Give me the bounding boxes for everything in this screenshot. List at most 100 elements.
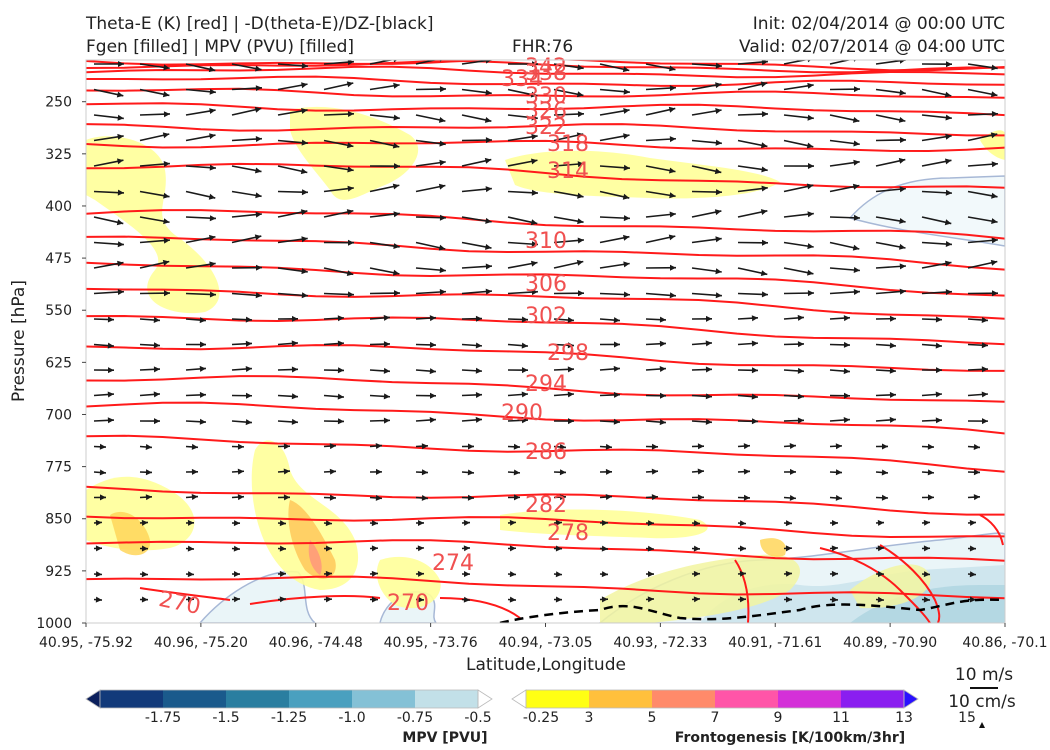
gradient-arrow-head — [697, 494, 704, 501]
gradient-arrow-head — [509, 571, 516, 578]
gradient-arrow-head — [623, 215, 630, 222]
colorbar-tick-label: -1.5 — [212, 710, 239, 726]
gradient-arrow-head — [785, 545, 792, 552]
gradient-arrow-head — [946, 61, 952, 68]
theta-e-line — [86, 209, 1005, 240]
theta-e-contours — [86, 60, 1005, 623]
gradient-arrow-head — [209, 164, 216, 171]
gradient-arrow-head — [200, 341, 206, 348]
gradient-arrow-shaft — [829, 60, 853, 65]
gradient-arrow-head — [301, 108, 308, 114]
gradient-arrow-head — [418, 520, 424, 526]
x-tick-label: 40.91, -71.61 — [728, 635, 822, 651]
gradient-arrow-head — [514, 494, 520, 501]
gradient-arrow-head — [393, 114, 400, 121]
gradient-arrow-head — [301, 82, 308, 89]
gradient-arrow-head — [485, 263, 492, 270]
gradient-arrow-head — [347, 291, 354, 298]
colorbar-tick-label: 9 — [774, 710, 783, 726]
gradient-arrow-head — [117, 158, 124, 165]
theta-e-line — [734, 559, 750, 623]
gradient-arrow-head — [647, 545, 654, 552]
gradient-arrow-head — [376, 468, 382, 475]
theta-e-line — [86, 375, 1005, 403]
gradient-arrow-head — [807, 114, 814, 121]
gradient-arrow-head — [325, 570, 332, 577]
gradient-arrow-head — [209, 291, 216, 298]
gradient-arrow-head — [831, 596, 838, 603]
gradient-arrow-head — [245, 419, 252, 426]
theta-e-label: 322 — [525, 115, 567, 140]
gradient-arrow-head — [255, 167, 262, 174]
gradient-arrow-head — [660, 392, 666, 399]
gradient-arrow-head — [853, 214, 860, 221]
gradient-arrow-head — [705, 340, 712, 347]
vector-scale-vertical-arrow — [979, 722, 985, 728]
gradient-arrow-head — [651, 443, 658, 450]
gradient-arrow-head — [739, 596, 746, 603]
gradient-arrow-head — [797, 367, 804, 374]
gradient-arrow-head — [163, 161, 170, 167]
gradient-arrow-head — [438, 244, 446, 251]
gradient-arrow-head — [945, 133, 952, 140]
x-tick-label: 40.95, -73.76 — [384, 635, 478, 651]
init-time: Init: 02/04/2014 @ 00:00 UTC — [752, 14, 1005, 34]
gradient-arrow-head — [715, 82, 722, 89]
colorbar-outline — [99, 689, 479, 709]
gradient-arrow-head — [392, 142, 400, 149]
gradient-arrow-head — [693, 570, 700, 577]
y-tick-label: 775 — [45, 460, 72, 476]
gradient-arrow-head — [393, 82, 400, 89]
gradient-arrow-head — [187, 519, 194, 526]
gradient-arrow-head — [145, 444, 152, 450]
gradient-arrow-head — [889, 416, 896, 423]
gradient-arrow-head — [693, 520, 700, 527]
theta-e-label: 282 — [525, 493, 567, 518]
gradient-arrow-head — [622, 193, 630, 200]
gradient-arrow-head — [117, 133, 124, 140]
gradient-arrow-head — [531, 241, 538, 248]
gradient-arrow-head — [163, 111, 170, 118]
gradient-arrow-head — [659, 316, 666, 323]
x-tick-label: 40.86, -70.1 — [962, 635, 1047, 651]
gradient-arrow-head — [209, 215, 216, 222]
theta-e-line — [86, 485, 1005, 516]
gradient-arrow-head — [973, 444, 980, 450]
y-axis-label: Pressure [hPa] — [9, 280, 29, 402]
gradient-arrow-head — [990, 132, 998, 139]
gradient-arrow-head — [969, 519, 976, 526]
gradient-arrow-head — [761, 111, 768, 118]
gradient-arrow-head — [789, 443, 796, 449]
theta-e-line — [86, 344, 1005, 372]
gradient-arrow-head — [417, 596, 424, 603]
gradient-arrow-head — [743, 443, 750, 450]
gradient-arrow-head — [237, 443, 244, 450]
gradient-arrow-head — [945, 189, 952, 196]
gradient-arrow-head — [255, 136, 262, 142]
gradient-arrow-head — [531, 114, 538, 121]
gradient-arrow-head — [714, 168, 722, 175]
theta-e-line — [819, 547, 931, 623]
gradient-arrow-head — [509, 545, 516, 552]
gradient-arrow-head — [394, 290, 400, 297]
gradient-arrow-head — [429, 315, 436, 322]
gradient-arrow-head — [463, 519, 470, 526]
gradient-arrow-head — [233, 596, 240, 603]
theta-e-label: 338 — [525, 61, 567, 86]
theta-e-labels: 270 2702742782822862902942983023063103143… — [157, 55, 589, 620]
gradient-arrow-head — [877, 519, 884, 526]
gradient-arrow-head — [990, 91, 998, 98]
gradient-arrow-head — [199, 317, 206, 324]
gradient-arrow-head — [153, 342, 160, 349]
gradient-arrow-head — [761, 166, 768, 173]
y-tick-label: 325 — [45, 147, 72, 163]
theta-e-line — [86, 139, 1005, 153]
colorbar-tick-label: 7 — [711, 710, 720, 726]
gradient-arrow-head — [555, 545, 562, 552]
gradient-arrow-head — [559, 469, 566, 476]
gradient-arrow-head — [991, 161, 998, 168]
gradient-arrow-head — [531, 289, 538, 296]
theta-e-label: 318 — [547, 132, 589, 157]
y-axis-ticks: 1000 925 850 775 700 625 550 475 400 325 250 — [36, 95, 86, 632]
colorbar-mpv-title: MPV [PVU] — [402, 730, 487, 746]
